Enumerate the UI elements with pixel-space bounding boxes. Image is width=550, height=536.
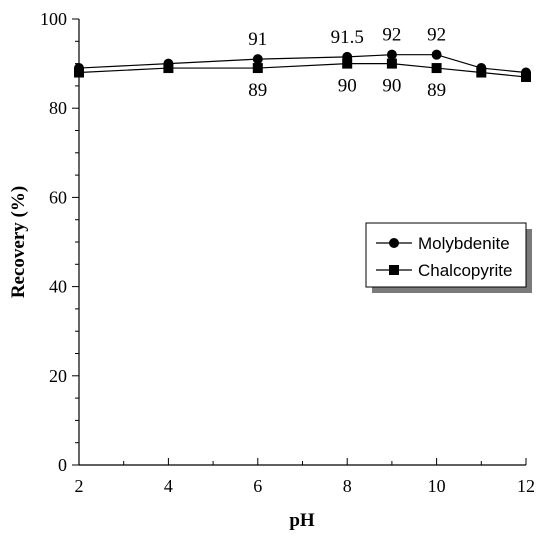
y-tick-label: 40 xyxy=(49,277,67,297)
y-tick-label: 20 xyxy=(49,366,67,386)
data-label-molybdenite: 92 xyxy=(382,25,401,46)
data-label-molybdenite: 91.5 xyxy=(331,27,364,48)
series-line-molybdenite xyxy=(78,54,527,74)
y-tick-label: 0 xyxy=(58,455,67,475)
legend-box xyxy=(365,222,527,288)
data-point-chalcopyrite xyxy=(431,63,442,74)
y-tick-label: 100 xyxy=(40,9,67,29)
data-point-chalcopyrite xyxy=(252,63,263,74)
legend: Molybdenite Chalcopyrite xyxy=(365,222,532,293)
series-group xyxy=(74,49,531,82)
legend-label-chalcopyrite: Chalcopyrite xyxy=(418,261,513,280)
data-label-chalcopyrite: 89 xyxy=(427,80,446,101)
x-tick-label: 10 xyxy=(428,476,446,496)
data-point-chalcopyrite xyxy=(74,67,84,78)
x-tick-label: 2 xyxy=(75,476,84,496)
data-label-molybdenite: 91 xyxy=(248,29,267,50)
legend-label-molybdenite: Molybdenite xyxy=(418,234,510,253)
data-label-chalcopyrite: 89 xyxy=(248,80,267,101)
x-tick-label: 8 xyxy=(343,476,352,496)
y-tick-label: 80 xyxy=(49,98,67,118)
data-point-molybdenite xyxy=(252,54,263,65)
y-axis-title: Recovery (%) xyxy=(8,186,29,298)
y-tick-label: 60 xyxy=(49,187,67,207)
data-point-molybdenite xyxy=(431,49,442,60)
x-tick-label: 12 xyxy=(517,476,535,496)
legend-marker-chalcopyrite xyxy=(389,265,399,275)
data-label-chalcopyrite: 90 xyxy=(382,76,401,97)
data-label-molybdenite: 92 xyxy=(427,25,446,46)
x-axis-title: pH xyxy=(289,510,315,531)
legend-marker-molybdenite xyxy=(389,238,399,248)
data-point-chalcopyrite xyxy=(521,71,531,82)
data-point-chalcopyrite xyxy=(476,67,487,78)
data-point-chalcopyrite xyxy=(342,58,353,69)
data-label-chalcopyrite: 90 xyxy=(338,76,357,97)
x-tick-label: 4 xyxy=(164,476,173,496)
data-point-chalcopyrite xyxy=(163,63,174,74)
data-point-molybdenite xyxy=(386,49,397,60)
x-tick-label: 6 xyxy=(253,476,262,496)
series-line-chalcopyrite xyxy=(78,62,527,78)
data-labels: 91 91.5 92 92 89 90 90 89 xyxy=(248,25,446,101)
ticks: 0 20 40 60 80 100 2 4 6 8 10 12 xyxy=(40,9,535,496)
data-point-chalcopyrite xyxy=(386,58,397,69)
